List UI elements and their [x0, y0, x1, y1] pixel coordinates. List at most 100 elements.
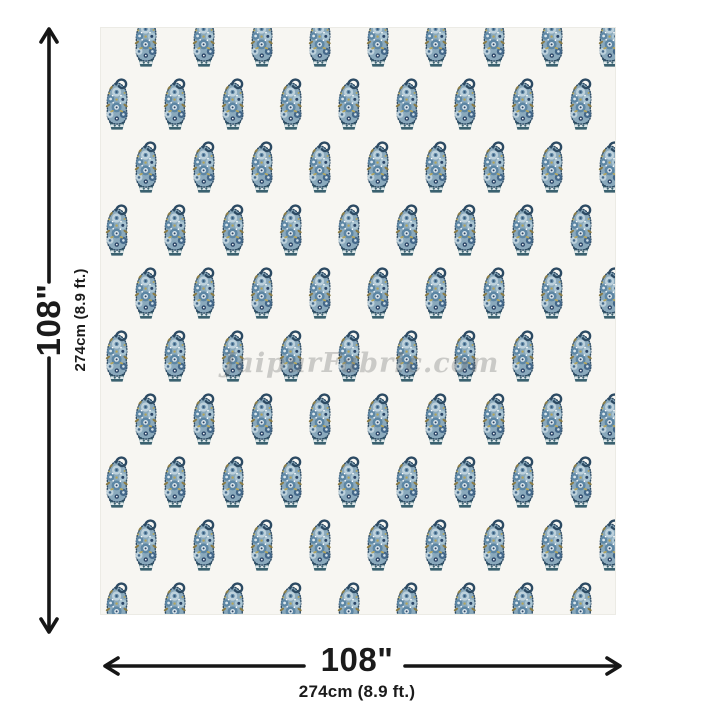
paisley-motif	[220, 330, 246, 382]
paisley-motif	[568, 456, 594, 508]
paisley-motif	[481, 393, 507, 445]
paisley-motif	[278, 78, 304, 130]
paisley-motif	[278, 330, 304, 382]
paisley-motif	[539, 519, 565, 571]
paisley-motif	[568, 204, 594, 256]
paisley-motif	[104, 456, 130, 508]
paisley-motif	[104, 330, 130, 382]
arrow-right-icon	[605, 656, 622, 676]
paisley-motif	[307, 519, 333, 571]
paisley-motif	[452, 456, 478, 508]
paisley-motif	[336, 456, 362, 508]
paisley-motif	[597, 28, 615, 67]
paisley-motif	[423, 393, 449, 445]
width-inches-label: 108"	[320, 641, 394, 678]
paisley-motif	[249, 393, 275, 445]
paisley-motif	[249, 28, 275, 67]
paisley-motif	[307, 28, 333, 67]
paisley-motif	[336, 204, 362, 256]
paisley-motif	[278, 204, 304, 256]
paisley-motif	[162, 456, 188, 508]
paisley-motif	[452, 582, 478, 614]
paisley-motif	[510, 204, 536, 256]
paisley-motif	[278, 582, 304, 614]
paisley-motif	[510, 330, 536, 382]
paisley-motif	[568, 330, 594, 382]
paisley-motif	[423, 141, 449, 193]
paisley-motif	[104, 78, 130, 130]
paisley-motif	[597, 141, 615, 193]
paisley-motif	[452, 204, 478, 256]
paisley-motif	[568, 78, 594, 130]
paisley-motif	[104, 582, 130, 614]
width-dimension-arrow	[103, 656, 622, 676]
arrow-up-icon	[39, 27, 59, 44]
paisley-motif	[133, 393, 159, 445]
paisley-motif	[365, 28, 391, 67]
paisley-motif	[365, 393, 391, 445]
paisley-motif	[597, 267, 615, 319]
paisley-motif	[481, 267, 507, 319]
paisley-motif	[307, 141, 333, 193]
paisley-motif	[162, 582, 188, 614]
paisley-motif	[162, 204, 188, 256]
paisley-motif	[191, 393, 217, 445]
paisley-pattern	[104, 28, 615, 614]
paisley-motif	[307, 393, 333, 445]
paisley-motif	[394, 456, 420, 508]
paisley-motif	[162, 330, 188, 382]
paisley-motif	[365, 267, 391, 319]
paisley-motif	[307, 267, 333, 319]
paisley-motif	[220, 456, 246, 508]
paisley-motif	[191, 141, 217, 193]
paisley-motif	[423, 519, 449, 571]
paisley-motif	[162, 78, 188, 130]
paisley-motif	[539, 141, 565, 193]
paisley-motif	[510, 78, 536, 130]
paisley-motif	[481, 28, 507, 67]
paisley-motif	[394, 78, 420, 130]
paisley-motif	[365, 519, 391, 571]
paisley-motif	[104, 204, 130, 256]
paisley-motif	[220, 204, 246, 256]
paisley-motif	[278, 456, 304, 508]
paisley-motif	[133, 141, 159, 193]
paisley-motif	[452, 78, 478, 130]
paisley-motif	[191, 28, 217, 67]
paisley-motif	[336, 78, 362, 130]
paisley-motif	[423, 28, 449, 67]
paisley-motif	[481, 519, 507, 571]
paisley-motif	[539, 28, 565, 67]
paisley-motif	[336, 330, 362, 382]
paisley-motif	[568, 582, 594, 614]
paisley-motif	[510, 456, 536, 508]
paisley-motif	[394, 582, 420, 614]
height-dimension-arrow	[39, 27, 59, 634]
paisley-motif	[133, 267, 159, 319]
paisley-motif	[220, 78, 246, 130]
paisley-motif	[394, 204, 420, 256]
paisley-motif	[510, 582, 536, 614]
paisley-motif	[191, 267, 217, 319]
fabric-swatch: JaipurFabric.com	[100, 27, 616, 615]
arrow-left-icon	[103, 656, 120, 676]
paisley-motif	[597, 519, 615, 571]
height-metric-label: 274cm (8.9 ft.)	[72, 268, 89, 372]
paisley-motif	[191, 519, 217, 571]
paisley-motif	[394, 330, 420, 382]
paisley-motif-grid	[104, 28, 615, 614]
paisley-motif	[133, 28, 159, 67]
height-inches-label: 108"	[30, 283, 67, 357]
paisley-motif	[481, 141, 507, 193]
paisley-motif	[249, 519, 275, 571]
paisley-motif	[423, 267, 449, 319]
paisley-motif	[365, 141, 391, 193]
paisley-motif	[336, 582, 362, 614]
paisley-motif	[249, 141, 275, 193]
width-metric-label: 274cm (8.9 ft.)	[298, 682, 416, 701]
arrow-down-icon	[39, 617, 59, 634]
paisley-motif	[452, 330, 478, 382]
paisley-motif	[133, 519, 159, 571]
paisley-motif	[539, 267, 565, 319]
